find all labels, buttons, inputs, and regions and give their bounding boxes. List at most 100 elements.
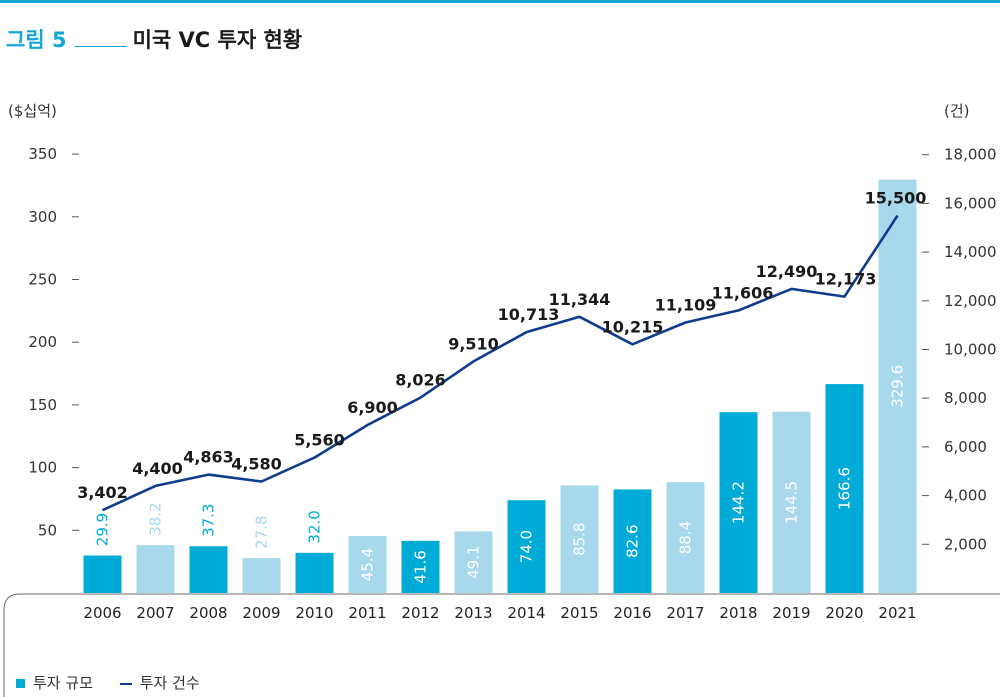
bar [242,558,281,593]
x-axis-tick-label: 2021 [878,604,916,622]
right-axis-tick-label: 4,000 [944,487,987,505]
x-axis-tick-label: 2019 [772,604,810,622]
bar [454,531,493,593]
line-value-label: 4,580 [231,454,282,473]
bar-value-label: 166.6 [836,467,854,510]
line-value-label: 12,490 [756,262,818,281]
x-axis-tick-label: 2018 [719,604,757,622]
x-axis-labels: 2006 2007 2008 2009 2010 2011 2012 2013 2014 2015… [83,604,916,622]
bar-value-label: 41.6 [412,550,430,583]
left-axis-tick-label: 300 [28,208,57,226]
line-value-label: 9,510 [448,334,499,353]
bar-value-label: 74.0 [518,530,536,563]
x-axis-tick-label: 2017 [666,604,704,622]
bar-value-label: 82.6 [624,525,642,558]
line-value-label: 8,026 [395,371,446,390]
bar [136,545,175,593]
line-value-label: 11,344 [549,290,611,309]
right-axis-tick-label: 12,000 [944,292,997,310]
x-axis-tick-label: 2016 [613,604,651,622]
line-value-label: 11,606 [712,283,774,302]
bar-value-label: 32.0 [306,510,324,543]
bar [560,485,599,593]
x-axis-tick-label: 2009 [242,604,280,622]
bar [666,482,705,593]
x-axis-tick-label: 2014 [507,604,545,622]
figure-title: 미국 VC 투자 현황 [132,28,303,52]
x-axis-tick-label: 2012 [401,604,439,622]
bar-value-label: 37.3 [200,504,218,537]
line-value-label: 11,109 [655,295,717,314]
right-axis-tick-label: 2,000 [944,535,987,553]
left-axis-tick-label: 50 [38,521,57,539]
right-axis-tick-label: 6,000 [944,438,987,456]
line-value-label: 3,402 [77,483,128,502]
legend-bar-swatch [16,679,25,688]
bar [348,536,387,593]
bar-value-label: 49.1 [465,546,483,579]
bar [295,552,334,593]
line-value-label: 10,215 [602,317,664,336]
bar-value-label: 144.2 [730,481,748,524]
x-axis-tick-label: 2008 [189,604,227,622]
legend-item-line: 투자 건수 [119,672,200,693]
right-axis-unit: (건) [944,102,970,120]
bar-series [83,179,917,594]
line-value-label: 4,400 [132,459,183,478]
bar [613,489,652,593]
bar-value-label: 45.4 [359,548,377,581]
line-value-label: 4,863 [183,448,234,467]
bar-data-labels: 29.9 38.2 37.3 27.8 32.0 45.4 41.6 49.1 74.0 85.8… [94,365,907,584]
line-value-label: 5,560 [294,431,345,450]
bar [719,412,758,593]
x-axis-tick-label: 2013 [454,604,492,622]
right-axis-tick-label: 8,000 [944,389,987,407]
figure-header: 그림 5 미국 VC 투자 현황 [6,24,302,54]
bar-value-label: 27.8 [253,515,271,548]
bar [772,411,811,593]
bar [825,384,864,593]
x-axis-tick-label: 2007 [136,604,174,622]
bar [507,500,546,593]
left-axis-unit: ($십억) [8,102,57,120]
left-axis-tick-label: 250 [28,271,57,289]
count-line [101,214,899,512]
line-value-label: 6,900 [347,398,398,417]
bar-value-label: 329.6 [889,365,907,408]
left-axis-tick-label: 150 [28,396,57,414]
bar [401,540,440,593]
bar-value-label: 38.2 [147,502,165,535]
right-axis: 2,000 4,000 6,000 8,000 10,000 12,000 14,000 16… [922,146,997,553]
line-value-label: 15,500 [865,189,927,208]
bar [189,546,228,593]
legend-line-label: 투자 건수 [139,674,200,692]
x-axis-tick-label: 2015 [560,604,598,622]
bar [878,179,917,594]
right-axis-tick-label: 10,000 [944,341,997,359]
legend-line-swatch [119,682,132,685]
legend-frame [3,593,1000,697]
top-rule [0,0,1000,3]
x-axis-tick-label: 2020 [825,604,863,622]
legend: 투자 규모 투자 건수 [16,672,222,693]
figure-label: 그림 5 [6,28,67,52]
bar-value-label: 88.4 [677,521,695,554]
x-axis-tick-label: 2010 [295,604,333,622]
left-axis-tick-label: 200 [28,333,57,351]
legend-bar-label: 투자 규모 [33,674,93,692]
figure-title-rule [74,32,127,47]
line-value-label: 10,713 [498,305,560,324]
right-axis-tick-label: 16,000 [944,194,997,212]
right-axis-tick-label: 14,000 [944,243,997,261]
left-axis: 50 100 150 200 250 300 350 [28,145,79,539]
bar [83,555,122,593]
bar-value-label: 144.5 [783,481,801,524]
right-axis-tick-label: 18,000 [944,146,997,164]
line-value-label: 12,173 [815,270,877,289]
legend-item-bar: 투자 규모 [16,672,93,693]
left-axis-tick-label: 350 [28,145,57,163]
x-axis-tick-label: 2006 [83,604,121,622]
x-axis-tick-label: 2011 [348,604,386,622]
